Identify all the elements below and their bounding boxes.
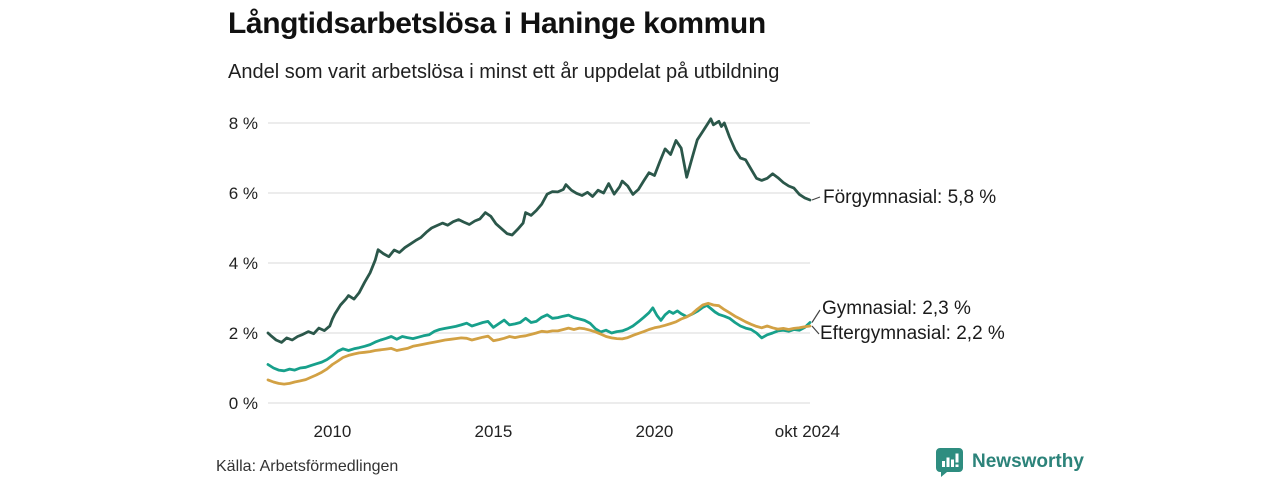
label-connector-dashes (811, 196, 821, 335)
label-connector-dash (811, 325, 820, 335)
gridlines (268, 122, 810, 404)
y-tick-label: 4 % (229, 254, 258, 273)
series-end-label-gymnasial: Gymnasial: 2,3 % (822, 298, 971, 319)
x-tick-label: 2010 (313, 422, 351, 441)
label-connector-dash (811, 196, 821, 201)
chart-title: Långtidsarbetslösa i Haninge kommun (228, 7, 766, 40)
x-tick-label: okt 2024 (775, 422, 840, 441)
newsworthy-logo[interactable]: Newsworthy (936, 447, 1084, 477)
source-note: Källa: Arbetsförmedlingen (216, 458, 399, 475)
y-axis-tick-labels: 0 % 2 % 4 % 6 % 8 % (229, 114, 258, 413)
series-lines (266, 117, 812, 386)
newsworthy-barchart-speech-bubble-icon (936, 447, 963, 477)
series-line-gymnasial (266, 303, 812, 373)
series-line-eftergymnasial (266, 301, 812, 386)
x-axis-tick-labels: 2010 2015 2020 okt 2024 (313, 422, 840, 441)
chart-subtitle: Andel som varit arbetslösa i minst ett å… (228, 61, 780, 83)
y-tick-label: 2 % (229, 324, 258, 343)
x-tick-label: 2015 (475, 422, 513, 441)
label-connector-dash (811, 309, 821, 323)
y-tick-label: 8 % (229, 114, 258, 133)
y-tick-label: 0 % (229, 394, 258, 413)
x-tick-label: 2020 (636, 422, 674, 441)
y-tick-label: 6 % (229, 184, 258, 203)
series-end-label-eftergymnasial: Eftergymnasial: 2,2 % (820, 323, 1005, 344)
series-end-label-forgymnasial: Förgymnasial: 5,8 % (823, 187, 997, 208)
newsworthy-wordmark: Newsworthy (972, 451, 1084, 472)
series-line-förgymnasial (266, 117, 812, 344)
